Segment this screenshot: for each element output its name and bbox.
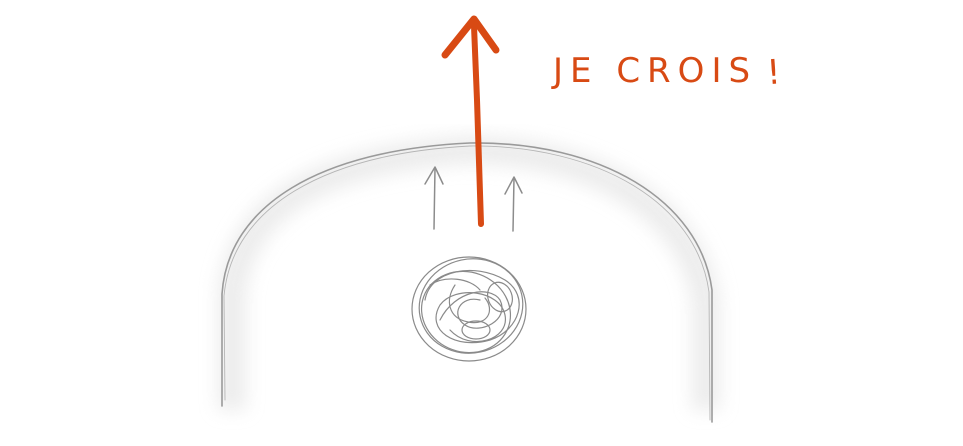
dome-shading	[218, 135, 720, 410]
small-arrow-right	[504, 176, 523, 232]
arrow-up-icon	[441, 15, 500, 227]
dome-outline	[221, 142, 713, 423]
caption-text: JE CROIS	[551, 51, 757, 91]
dome-outline-sketch-pass	[223, 145, 711, 421]
small-arrow-left	[424, 166, 444, 230]
caption-exclamation: !	[766, 52, 789, 93]
scribble-ball-icon	[411, 256, 527, 362]
